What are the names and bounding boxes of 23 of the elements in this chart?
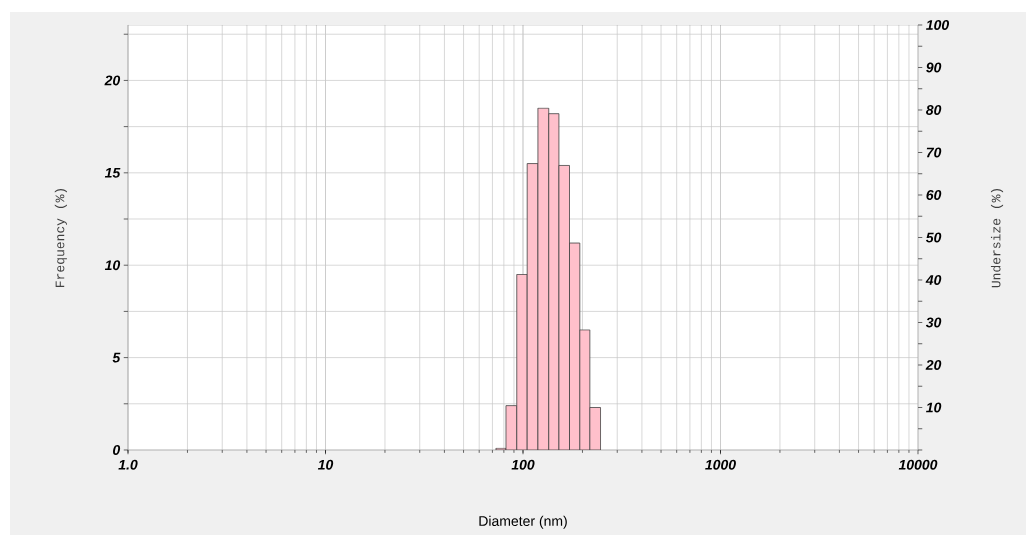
y-tick-label: 5 bbox=[112, 352, 121, 363]
x-axis-title: Diameter (nm) bbox=[479, 515, 567, 529]
y2-tick-label: 100 bbox=[926, 20, 950, 30]
y2-tick-label: 60 bbox=[926, 190, 942, 200]
y-tick-label: 20 bbox=[104, 75, 121, 86]
x-tick-label: 1000 bbox=[705, 459, 736, 470]
y-tick-label: 0 bbox=[113, 445, 121, 455]
y2-tick-label: 10 bbox=[926, 402, 942, 413]
x-tick-label: 10000 bbox=[898, 459, 938, 470]
x-tick-label: 10 bbox=[317, 459, 334, 470]
y2-tick-label: 40 bbox=[925, 275, 942, 285]
y2-axis-title: Undersize (%) bbox=[990, 188, 1004, 288]
x-tick-label: 1.0 bbox=[118, 459, 138, 470]
y2-tick-label: 70 bbox=[926, 147, 942, 158]
y-tick-label: 10 bbox=[104, 260, 121, 271]
y2-tick-label: 30 bbox=[925, 317, 942, 328]
x-tick-label: 100 bbox=[511, 459, 535, 470]
y-axis-title: Frequency (%) bbox=[54, 188, 67, 287]
y2-tick-label: 80 bbox=[926, 105, 942, 115]
y2-tick-label: 20 bbox=[925, 360, 942, 370]
y2-tick-label: 90 bbox=[926, 62, 942, 73]
y2-tick-label: 50 bbox=[925, 232, 942, 243]
y-tick-label: 15 bbox=[104, 167, 121, 178]
